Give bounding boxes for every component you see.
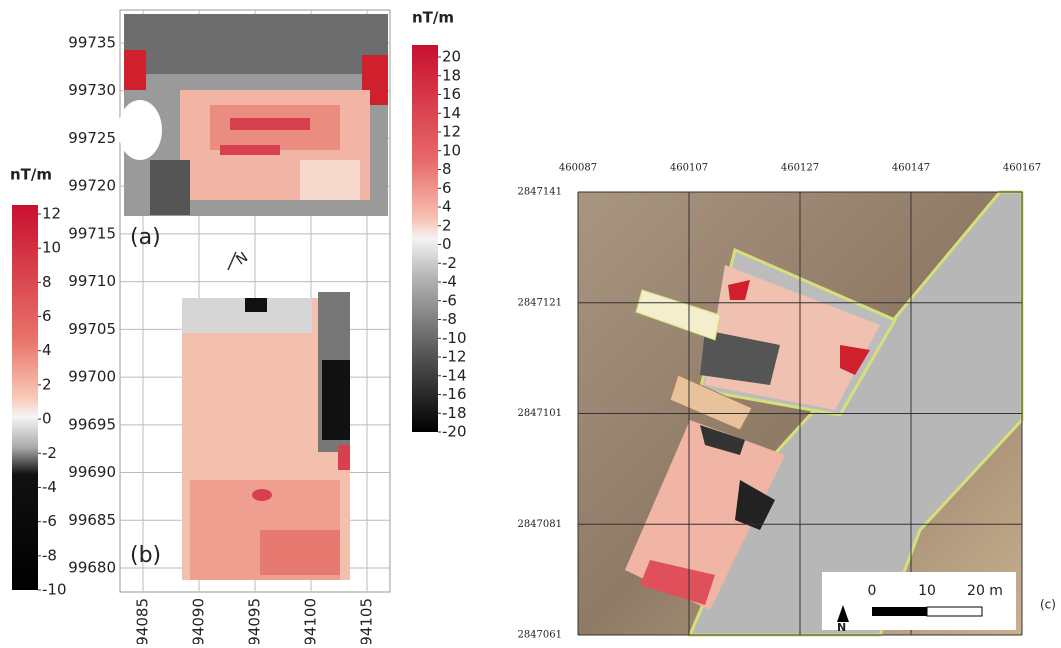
scale-bar — [872, 607, 927, 616]
colorbar-tick-label: -10 — [42, 581, 67, 599]
panel-label: (c) — [1040, 598, 1056, 612]
y-tick-label: 99705 — [68, 320, 116, 338]
y-tick-label: 2847061 — [517, 630, 562, 641]
y-tick-label: 99725 — [68, 129, 116, 147]
x-tick-label: 460167 — [1003, 163, 1041, 174]
colorbar-tick-label: 10 — [442, 141, 461, 159]
y-tick-label: 99730 — [68, 81, 116, 99]
colorbar-tick-label: 4 — [442, 198, 452, 216]
y-tick-label: 99720 — [68, 177, 116, 195]
colorbar-tick-label: -8 — [42, 546, 57, 564]
x-tick-label: 94105 — [358, 598, 376, 644]
colorbar-tick-label: -6 — [442, 291, 457, 309]
colorbar — [412, 45, 438, 432]
colorbar-tick-label: -10 — [442, 329, 467, 347]
colorbar-tick-label: 8 — [442, 160, 452, 178]
x-tick-label: 460127 — [781, 163, 819, 174]
y-tick-label: 99735 — [68, 34, 116, 52]
scale-label: 20 m — [967, 583, 1003, 599]
scale-bar — [927, 607, 982, 616]
x-tick-label: 94090 — [190, 598, 208, 644]
colorbar-tick-label: 10 — [42, 239, 61, 257]
colorbar-tick-label: 12 — [42, 205, 61, 223]
scale-label: 0 — [868, 583, 877, 599]
y-tick-label: 2847121 — [517, 297, 562, 308]
panel-label: (b) — [130, 543, 161, 568]
colorbar-tick-label: -8 — [442, 310, 457, 328]
colorbar-tick-label: 14 — [442, 104, 461, 122]
x-tick-label: 460147 — [892, 163, 930, 174]
north-label: N — [837, 621, 846, 634]
panel-label: (a) — [130, 225, 161, 250]
y-tick-label: 2847081 — [517, 519, 562, 530]
colorbar — [12, 205, 38, 590]
x-tick-label: 94100 — [302, 598, 320, 644]
colorbar-tick-label: -16 — [442, 385, 467, 403]
colorbar-tick-label: 20 — [442, 48, 461, 66]
y-tick-label: 99680 — [68, 559, 116, 577]
heatmap-a — [118, 14, 388, 216]
colorbar-tick-label: 16 — [442, 85, 461, 103]
colorbar-tick-label: -2 — [42, 444, 57, 462]
colorbar-tick-label: 0 — [42, 410, 52, 428]
colorbar-tick-label: 18 — [442, 66, 461, 84]
y-tick-label: 99710 — [68, 272, 116, 290]
y-tick-label: 99700 — [68, 368, 116, 386]
colorbar-tick-label: 6 — [442, 179, 452, 197]
y-tick-label: 2847101 — [517, 408, 562, 419]
colorbar-tick-label: -18 — [442, 404, 467, 422]
colorbar-tick-label: 2 — [442, 216, 452, 234]
x-tick-label: 94085 — [134, 598, 152, 644]
colorbar-tick-label: -4 — [42, 478, 57, 496]
colorbar-tick-label: -12 — [442, 348, 467, 366]
heatmap-b — [182, 292, 350, 580]
y-tick-label: 99715 — [68, 224, 116, 242]
scale-box — [822, 572, 1016, 630]
colorbar-tick-label: 0 — [442, 235, 452, 253]
colorbar-unit: nT/m — [412, 9, 454, 27]
colorbar-tick-label: 8 — [42, 273, 52, 291]
x-tick-label: 460107 — [670, 163, 708, 174]
x-tick-label: 94095 — [246, 598, 264, 644]
colorbar-tick-label: -2 — [442, 254, 457, 272]
y-tick-label: 99685 — [68, 511, 116, 529]
colorbar-tick-label: 6 — [42, 307, 52, 325]
figure: (a) (b) N nT/m nT/m N 0 10 20 m (c) 9973… — [0, 0, 1061, 644]
colorbar-tick-label: 2 — [42, 375, 52, 393]
colorbar-unit: nT/m — [10, 166, 52, 184]
colorbar-tick-label: -6 — [42, 512, 57, 530]
y-tick-label: 2847141 — [517, 187, 562, 198]
x-tick-label: 460087 — [559, 163, 597, 174]
y-tick-label: 99695 — [68, 415, 116, 433]
scale-label: 10 — [918, 583, 936, 599]
colorbar-tick-label: -20 — [442, 423, 467, 441]
colorbar-tick-label: -14 — [442, 366, 467, 384]
colorbar-tick-label: 12 — [442, 123, 461, 141]
y-tick-label: 99690 — [68, 463, 116, 481]
colorbar-tick-label: -4 — [442, 273, 457, 291]
colorbar-tick-label: 4 — [42, 341, 52, 359]
